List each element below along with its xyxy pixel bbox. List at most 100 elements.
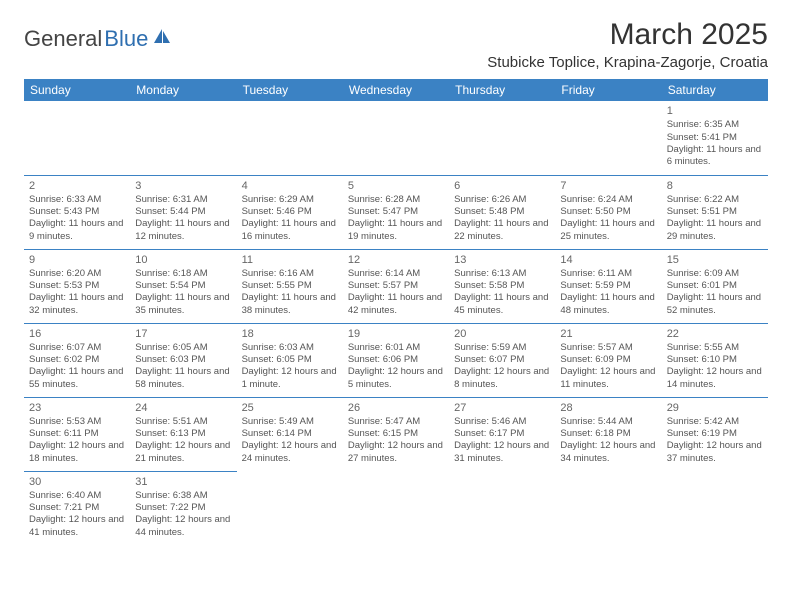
- daylight-text: Daylight: 12 hours and 5 minutes.: [348, 366, 444, 391]
- daylight-text: Daylight: 12 hours and 18 minutes.: [29, 440, 125, 465]
- calendar-empty-cell: [237, 471, 343, 545]
- sunrise-text: Sunrise: 6:38 AM: [135, 490, 231, 502]
- day-number: 11: [242, 253, 338, 267]
- sunset-text: Sunset: 6:05 PM: [242, 354, 338, 366]
- sunrise-text: Sunrise: 6:14 AM: [348, 268, 444, 280]
- sunset-text: Sunset: 5:54 PM: [135, 280, 231, 292]
- day-number: 30: [29, 475, 125, 489]
- sunset-text: Sunset: 6:01 PM: [667, 280, 763, 292]
- sunset-text: Sunset: 6:03 PM: [135, 354, 231, 366]
- day-number: 10: [135, 253, 231, 267]
- calendar-week-row: 2Sunrise: 6:33 AMSunset: 5:43 PMDaylight…: [24, 175, 768, 249]
- daylight-text: Daylight: 11 hours and 29 minutes.: [667, 218, 763, 243]
- daylight-text: Daylight: 12 hours and 41 minutes.: [29, 514, 125, 539]
- day-number: 26: [348, 401, 444, 415]
- sunset-text: Sunset: 5:50 PM: [560, 206, 656, 218]
- weekday-header: Saturday: [662, 79, 768, 101]
- calendar-empty-cell: [24, 101, 130, 175]
- calendar-day-cell: 17Sunrise: 6:05 AMSunset: 6:03 PMDayligh…: [130, 323, 236, 397]
- day-number: 17: [135, 327, 231, 341]
- sunset-text: Sunset: 5:44 PM: [135, 206, 231, 218]
- sunset-text: Sunset: 6:07 PM: [454, 354, 550, 366]
- calendar-day-cell: 7Sunrise: 6:24 AMSunset: 5:50 PMDaylight…: [555, 175, 661, 249]
- day-number: 4: [242, 179, 338, 193]
- daylight-text: Daylight: 11 hours and 52 minutes.: [667, 292, 763, 317]
- sunrise-text: Sunrise: 6:07 AM: [29, 342, 125, 354]
- daylight-text: Daylight: 12 hours and 37 minutes.: [667, 440, 763, 465]
- daylight-text: Daylight: 11 hours and 38 minutes.: [242, 292, 338, 317]
- sunrise-text: Sunrise: 5:49 AM: [242, 416, 338, 428]
- sunset-text: Sunset: 6:09 PM: [560, 354, 656, 366]
- calendar-empty-cell: [130, 101, 236, 175]
- sunrise-text: Sunrise: 5:57 AM: [560, 342, 656, 354]
- daylight-text: Daylight: 11 hours and 22 minutes.: [454, 218, 550, 243]
- calendar-day-cell: 11Sunrise: 6:16 AMSunset: 5:55 PMDayligh…: [237, 249, 343, 323]
- daylight-text: Daylight: 12 hours and 8 minutes.: [454, 366, 550, 391]
- day-number: 18: [242, 327, 338, 341]
- sunset-text: Sunset: 6:11 PM: [29, 428, 125, 440]
- sunset-text: Sunset: 6:14 PM: [242, 428, 338, 440]
- sunset-text: Sunset: 5:59 PM: [560, 280, 656, 292]
- calendar-empty-cell: [237, 101, 343, 175]
- calendar-week-row: 23Sunrise: 5:53 AMSunset: 6:11 PMDayligh…: [24, 397, 768, 471]
- sunset-text: Sunset: 5:55 PM: [242, 280, 338, 292]
- sunrise-text: Sunrise: 5:42 AM: [667, 416, 763, 428]
- weekday-header: Wednesday: [343, 79, 449, 101]
- daylight-text: Daylight: 12 hours and 31 minutes.: [454, 440, 550, 465]
- calendar-day-cell: 20Sunrise: 5:59 AMSunset: 6:07 PMDayligh…: [449, 323, 555, 397]
- daylight-text: Daylight: 12 hours and 11 minutes.: [560, 366, 656, 391]
- sunrise-text: Sunrise: 6:22 AM: [667, 194, 763, 206]
- sunrise-text: Sunrise: 6:40 AM: [29, 490, 125, 502]
- daylight-text: Daylight: 12 hours and 27 minutes.: [348, 440, 444, 465]
- day-number: 6: [454, 179, 550, 193]
- sunrise-text: Sunrise: 6:03 AM: [242, 342, 338, 354]
- calendar-body: 1Sunrise: 6:35 AMSunset: 5:41 PMDaylight…: [24, 101, 768, 545]
- daylight-text: Daylight: 11 hours and 16 minutes.: [242, 218, 338, 243]
- weekday-header: Friday: [555, 79, 661, 101]
- daylight-text: Daylight: 12 hours and 1 minute.: [242, 366, 338, 391]
- day-number: 27: [454, 401, 550, 415]
- sunset-text: Sunset: 5:51 PM: [667, 206, 763, 218]
- sunrise-text: Sunrise: 6:24 AM: [560, 194, 656, 206]
- calendar-empty-cell: [555, 101, 661, 175]
- day-number: 7: [560, 179, 656, 193]
- calendar-day-cell: 24Sunrise: 5:51 AMSunset: 6:13 PMDayligh…: [130, 397, 236, 471]
- calendar-day-cell: 8Sunrise: 6:22 AMSunset: 5:51 PMDaylight…: [662, 175, 768, 249]
- day-number: 8: [667, 179, 763, 193]
- calendar-day-cell: 19Sunrise: 6:01 AMSunset: 6:06 PMDayligh…: [343, 323, 449, 397]
- calendar-empty-cell: [343, 471, 449, 545]
- calendar-empty-cell: [343, 101, 449, 175]
- sunset-text: Sunset: 7:22 PM: [135, 502, 231, 514]
- calendar-day-cell: 22Sunrise: 5:55 AMSunset: 6:10 PMDayligh…: [662, 323, 768, 397]
- day-number: 3: [135, 179, 231, 193]
- calendar-day-cell: 26Sunrise: 5:47 AMSunset: 6:15 PMDayligh…: [343, 397, 449, 471]
- sunrise-text: Sunrise: 6:16 AM: [242, 268, 338, 280]
- sunset-text: Sunset: 5:57 PM: [348, 280, 444, 292]
- daylight-text: Daylight: 11 hours and 25 minutes.: [560, 218, 656, 243]
- sunrise-text: Sunrise: 5:47 AM: [348, 416, 444, 428]
- day-number: 20: [454, 327, 550, 341]
- calendar-day-cell: 12Sunrise: 6:14 AMSunset: 5:57 PMDayligh…: [343, 249, 449, 323]
- calendar-day-cell: 4Sunrise: 6:29 AMSunset: 5:46 PMDaylight…: [237, 175, 343, 249]
- day-number: 1: [667, 104, 763, 118]
- sunset-text: Sunset: 6:19 PM: [667, 428, 763, 440]
- sunset-text: Sunset: 5:53 PM: [29, 280, 125, 292]
- logo-text-blue: Blue: [104, 26, 148, 52]
- sunrise-text: Sunrise: 5:46 AM: [454, 416, 550, 428]
- calendar-empty-cell: [662, 471, 768, 545]
- sunrise-text: Sunrise: 6:05 AM: [135, 342, 231, 354]
- calendar-week-row: 9Sunrise: 6:20 AMSunset: 5:53 PMDaylight…: [24, 249, 768, 323]
- day-number: 13: [454, 253, 550, 267]
- calendar-day-cell: 23Sunrise: 5:53 AMSunset: 6:11 PMDayligh…: [24, 397, 130, 471]
- calendar-header-row: SundayMondayTuesdayWednesdayThursdayFrid…: [24, 79, 768, 101]
- day-number: 31: [135, 475, 231, 489]
- daylight-text: Daylight: 11 hours and 9 minutes.: [29, 218, 125, 243]
- logo-text-general: General: [24, 26, 102, 52]
- sunrise-text: Sunrise: 6:29 AM: [242, 194, 338, 206]
- calendar-day-cell: 2Sunrise: 6:33 AMSunset: 5:43 PMDaylight…: [24, 175, 130, 249]
- weekday-header: Sunday: [24, 79, 130, 101]
- weekday-header: Tuesday: [237, 79, 343, 101]
- calendar-empty-cell: [449, 471, 555, 545]
- sunrise-text: Sunrise: 6:13 AM: [454, 268, 550, 280]
- calendar-week-row: 1Sunrise: 6:35 AMSunset: 5:41 PMDaylight…: [24, 101, 768, 175]
